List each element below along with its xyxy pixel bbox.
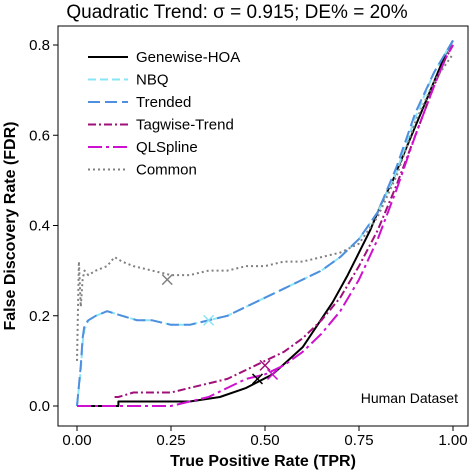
chart-title: Quadratic Trend: σ = 0.915; DE% = 20% (66, 2, 408, 23)
y-tick-label: 0.6 (29, 127, 50, 144)
legend-label-common: Common (136, 162, 197, 179)
plot-panel (57, 25, 469, 427)
x-tick-label: 1.00 (438, 432, 467, 449)
cutoff-marker-qlspline (266, 368, 279, 380)
cutoff-marker-tagwise-trend (259, 359, 271, 371)
legend-label-genewise-hoa: Genewise-HOA (136, 49, 240, 66)
series-line-qlspline (77, 44, 454, 407)
x-tick-label: 0.00 (62, 432, 91, 449)
x-tick-label: 0.50 (250, 432, 279, 449)
y-axis-title: False Discovery Rate (FDR) (2, 122, 19, 331)
x-tick-label: 0.25 (156, 432, 185, 449)
y-tick-label: 0.0 (29, 398, 50, 415)
legend-label-nbq: NBQ (136, 72, 169, 89)
series-line-tagwise-trend (114, 44, 454, 398)
cutoff-marker-nbq (203, 314, 215, 326)
y-tick-label: 0.4 (29, 218, 50, 235)
legend: Genewise-HOA NBQ Trended Tagwise-Trend QLSpl… (88, 49, 240, 179)
x-tick-label: 0.75 (344, 432, 373, 449)
legend-label-tagwise-trend: Tagwise-Trend (136, 117, 234, 134)
legend-label-trended: Trended (136, 94, 191, 111)
cutoff-marker-common (161, 274, 173, 286)
legend-label-qlspline: QLSpline (136, 139, 198, 156)
dataset-annotation: Human Dataset (361, 390, 458, 406)
y-tick-label: 0.8 (29, 37, 50, 54)
series-line-trended (76, 39, 454, 407)
x-axis-title: True Positive Rate (TPR) (170, 453, 356, 470)
series-line-genewise-hoa (77, 40, 454, 407)
y-tick-label: 0.2 (29, 308, 50, 325)
cutoff-marker-genewise-hoa (251, 373, 264, 385)
